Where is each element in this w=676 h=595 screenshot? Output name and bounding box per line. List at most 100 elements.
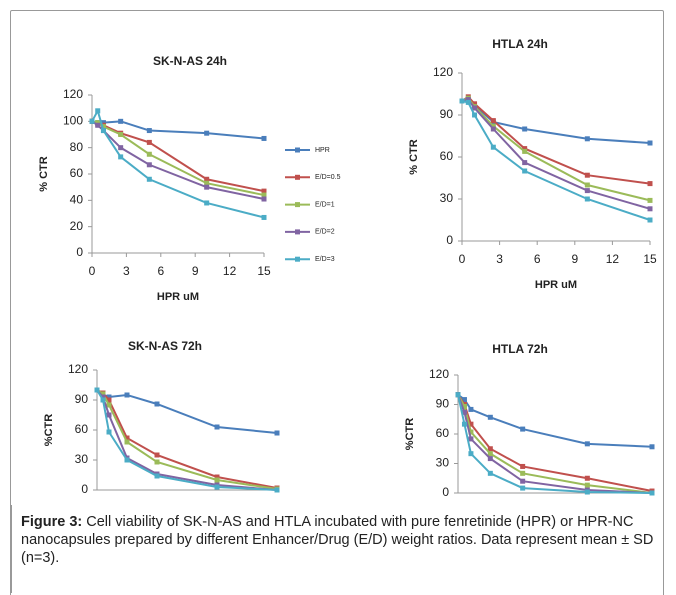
x-tick-label: 3 <box>123 264 130 278</box>
point <box>118 132 124 137</box>
point <box>261 192 267 198</box>
point <box>461 403 467 409</box>
point <box>649 444 655 450</box>
point <box>118 145 124 151</box>
x-tick-label: 0 <box>89 264 96 278</box>
y-tick-label: 90 <box>436 397 450 411</box>
point <box>95 122 101 128</box>
y-tick-label: 90 <box>440 107 454 121</box>
point <box>124 457 130 463</box>
point <box>124 439 130 445</box>
y-tick-label: 20 <box>70 219 84 233</box>
point <box>465 97 471 103</box>
legend-label: E/D=2 <box>315 229 335 236</box>
point <box>490 118 496 124</box>
point <box>584 441 590 447</box>
point <box>146 151 152 157</box>
y-tick-label: 120 <box>68 362 88 376</box>
y-tick-label: 60 <box>440 149 454 163</box>
point <box>468 421 474 427</box>
point <box>94 387 100 393</box>
point <box>154 401 160 407</box>
point <box>487 451 493 457</box>
y-axis-label: %CTR <box>404 418 416 450</box>
y-tick-label: 60 <box>75 422 89 436</box>
caption-text: Cell viability of SK-N-AS and HTLA incub… <box>21 514 654 566</box>
point <box>106 402 112 408</box>
point <box>465 99 471 105</box>
point <box>487 414 493 420</box>
point <box>124 435 130 441</box>
point <box>261 135 267 141</box>
y-tick-label: 0 <box>81 482 88 496</box>
point <box>520 470 526 476</box>
point <box>584 136 590 142</box>
point <box>468 436 474 442</box>
y-tick-label: 60 <box>70 166 84 180</box>
series-line <box>96 389 278 490</box>
point <box>522 126 528 132</box>
point <box>146 176 152 182</box>
point <box>584 196 590 202</box>
point <box>118 154 124 160</box>
y-tick-label: 0 <box>442 485 449 499</box>
point <box>647 197 653 203</box>
point <box>522 160 528 166</box>
legend-marker <box>295 229 300 235</box>
point <box>461 421 467 427</box>
point <box>146 128 152 134</box>
frame <box>10 10 664 595</box>
point <box>487 470 493 476</box>
point <box>204 176 210 182</box>
legend-marker <box>295 147 300 153</box>
x-tick-label: 15 <box>643 252 657 266</box>
point <box>274 487 280 493</box>
caption: Figure 3: Cell viability of SK-N-AS and … <box>11 505 661 593</box>
legend-label: E/D=3 <box>315 256 335 263</box>
y-tick-label: 30 <box>440 191 454 205</box>
x-tick-label: 9 <box>571 252 578 266</box>
y-tick-label: 0 <box>446 233 453 247</box>
point <box>520 463 526 469</box>
caption-label: Figure 3: <box>21 514 83 530</box>
point <box>584 482 590 488</box>
point <box>204 184 210 190</box>
chart-title: SK-N-AS 24h <box>153 54 227 68</box>
x-tick-label: 9 <box>192 264 199 278</box>
point <box>455 392 461 398</box>
point <box>274 430 280 436</box>
point <box>261 214 267 220</box>
y-tick-label: 80 <box>70 140 84 154</box>
point <box>106 397 112 403</box>
point <box>204 180 210 186</box>
x-tick-label: 0 <box>459 252 466 266</box>
legend-marker <box>295 202 300 208</box>
point <box>154 459 160 465</box>
series-line <box>96 389 278 489</box>
chart-title: SK-N-AS 72h <box>128 339 202 353</box>
point <box>89 118 95 124</box>
y-tick-label: 0 <box>76 245 83 259</box>
legend-marker <box>295 256 300 262</box>
point <box>459 98 465 104</box>
point <box>118 118 124 124</box>
point <box>584 182 590 188</box>
point <box>261 188 267 194</box>
legend-label: E/D=0.5 <box>315 174 341 181</box>
y-tick-label: 30 <box>436 456 450 470</box>
point <box>154 452 160 458</box>
y-tick-label: 40 <box>70 193 84 207</box>
y-tick-label: 30 <box>75 452 89 466</box>
point <box>487 446 493 452</box>
point <box>100 391 106 397</box>
series-line <box>96 389 278 434</box>
x-axis-label: HPR uM <box>535 279 577 291</box>
point <box>461 409 467 415</box>
point <box>490 123 496 129</box>
point <box>100 397 106 403</box>
point <box>468 429 474 435</box>
point <box>522 146 528 152</box>
point <box>100 124 106 130</box>
x-tick-label: 15 <box>257 264 271 278</box>
